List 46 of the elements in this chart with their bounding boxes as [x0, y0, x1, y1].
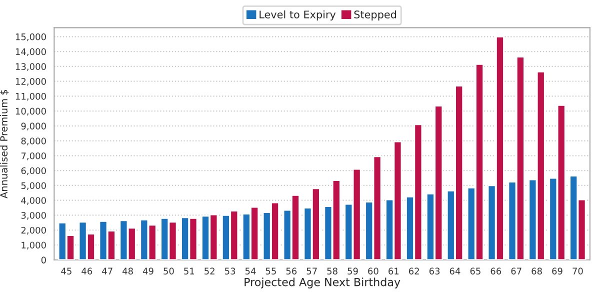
- y-axis-title: Annualised Premium $: [0, 90, 9, 198]
- x-tick-label: 59: [348, 268, 358, 275]
- y-tick-label: 6,000: [21, 167, 46, 176]
- y-tick-label: 4,000: [21, 197, 46, 205]
- x-tick-label: 54: [245, 268, 256, 275]
- x-tick-label: 62: [408, 268, 419, 275]
- y-tick-label: 8,000: [21, 138, 46, 146]
- y-tick-label: 15,000: [16, 33, 46, 42]
- y-tick-label: 5,000: [21, 182, 46, 190]
- y-tick-label: 11,000: [16, 92, 46, 101]
- x-tick-label: 70: [572, 268, 583, 275]
- x-tick-label: 50: [164, 268, 174, 275]
- x-tick-label: 49: [142, 268, 154, 275]
- y-tick-label: 2,000: [21, 226, 46, 235]
- legend-label: Stepped: [354, 10, 396, 20]
- x-tick-label: 61: [388, 268, 399, 275]
- x-tick-label: 66: [490, 268, 502, 275]
- x-tick-label: 65: [470, 268, 480, 275]
- x-tick-label: 47: [102, 268, 112, 274]
- x-tick-label: 53: [225, 268, 236, 275]
- x-tick-label: 60: [368, 268, 378, 275]
- x-tick-label: 45: [61, 268, 72, 275]
- x-tick-label: 55: [266, 268, 276, 275]
- x-tick-label: 48: [122, 268, 133, 275]
- x-tick-label: 51: [184, 268, 194, 275]
- legend-label: Level to Expiry: [260, 10, 336, 20]
- y-tick-label: 13,000: [16, 63, 46, 71]
- y-tick-label: 12,000: [16, 78, 46, 86]
- x-axis-title: Projected Age Next Birthday: [244, 278, 400, 288]
- x-tick-label: 63: [429, 268, 440, 275]
- y-tick-label: 7,000: [21, 152, 46, 160]
- x-tick-label: 56: [286, 268, 297, 275]
- y-tick-label: 3,000: [21, 212, 46, 220]
- x-tick-label: 68: [532, 268, 542, 275]
- y-tick-label: 10,000: [16, 108, 46, 116]
- x-tick-label: 46: [82, 268, 92, 275]
- x-tick-label: 64: [450, 268, 460, 275]
- x-tick-label: 58: [327, 268, 338, 275]
- x-tick-label: 67: [511, 268, 522, 275]
- y-tick-label: 14,000: [16, 48, 46, 56]
- x-tick-label: 52: [204, 268, 214, 275]
- y-tick-label: 0: [41, 256, 46, 264]
- x-tick-label: 69: [552, 268, 562, 275]
- x-tick-label: 57: [306, 268, 317, 275]
- y-tick-label: 1,000: [22, 242, 46, 250]
- y-tick-label: 9,000: [21, 122, 46, 130]
